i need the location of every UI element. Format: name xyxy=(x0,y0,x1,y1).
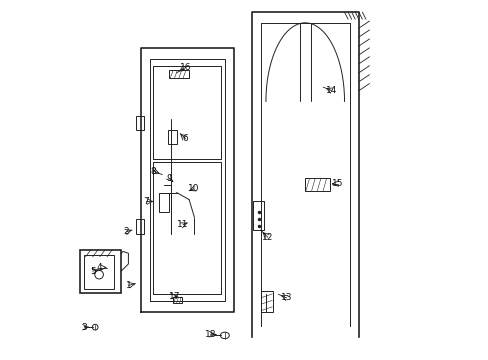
Text: 14: 14 xyxy=(325,86,337,95)
Text: 9: 9 xyxy=(166,174,172,183)
Text: 3: 3 xyxy=(81,323,86,332)
Bar xyxy=(305,178,329,191)
Text: 17: 17 xyxy=(169,292,180,301)
Bar xyxy=(80,249,121,293)
Bar xyxy=(159,193,169,212)
Text: 1: 1 xyxy=(125,281,131,290)
Text: 4: 4 xyxy=(97,263,102,272)
Bar xyxy=(169,70,189,78)
Text: 12: 12 xyxy=(262,233,273,242)
Text: 15: 15 xyxy=(332,179,343,188)
Text: 13: 13 xyxy=(280,293,292,302)
Bar xyxy=(253,202,264,230)
Bar xyxy=(167,130,176,144)
Bar xyxy=(260,291,272,312)
Text: 16: 16 xyxy=(180,63,191,72)
Bar xyxy=(173,297,182,303)
Text: 18: 18 xyxy=(204,330,216,339)
Bar xyxy=(83,255,114,289)
Text: 5: 5 xyxy=(90,267,95,276)
Bar xyxy=(135,116,144,130)
Text: 7: 7 xyxy=(143,197,149,206)
Text: 2: 2 xyxy=(123,227,129,236)
Bar xyxy=(135,219,144,234)
Text: 6: 6 xyxy=(183,134,188,143)
Text: 10: 10 xyxy=(188,184,199,193)
Text: 11: 11 xyxy=(177,220,188,229)
Text: 8: 8 xyxy=(150,167,156,176)
